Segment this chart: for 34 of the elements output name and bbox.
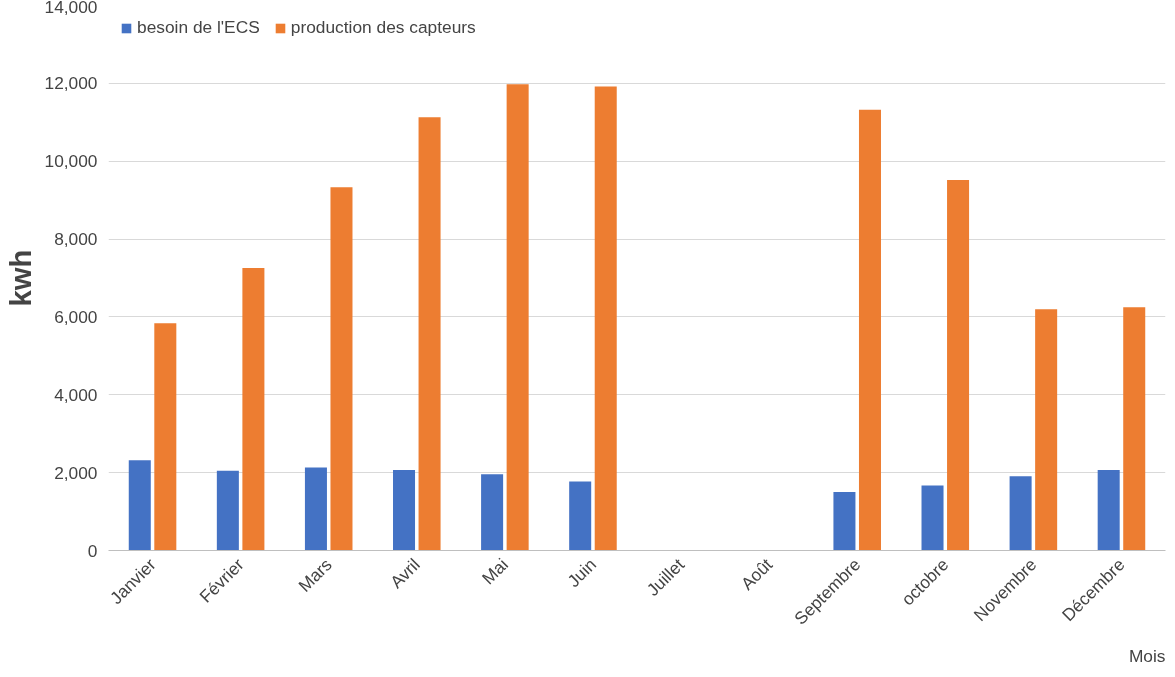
bar [393,469,416,551]
bar [216,470,239,551]
bar [128,460,151,551]
y-tick-label: 14,000 [44,0,98,17]
bar [1123,307,1146,551]
bar [1009,476,1032,551]
bar [242,267,265,551]
bar [594,86,617,551]
bar [1035,309,1058,551]
bar [947,179,970,551]
legend-label: production des capteurs [290,17,476,38]
bar [833,492,856,551]
x-tick-label: Juin [563,554,601,592]
y-axis-title: kwh [3,249,37,307]
bar [154,323,177,551]
y-tick-label: 2,000 [54,462,98,483]
bar [921,485,944,551]
bar [569,481,592,551]
bar [481,474,504,551]
y-tick-label: 0 [87,540,98,561]
y-tick-label: 4,000 [54,384,98,405]
x-axis-title: Mois [1128,645,1166,666]
y-tick-label: 8,000 [54,229,98,250]
y-tick-label: 12,000 [44,73,98,94]
bar [1097,469,1120,551]
y-tick-label: 10,000 [44,151,98,172]
bar [330,187,353,551]
bar [858,109,881,551]
bar [506,84,529,551]
legend-label: besoin de l'ECS [137,17,260,38]
bar [304,467,327,551]
y-tick-label: 6,000 [54,306,98,327]
x-tick-label: Mai [478,554,512,589]
bar [418,117,441,551]
